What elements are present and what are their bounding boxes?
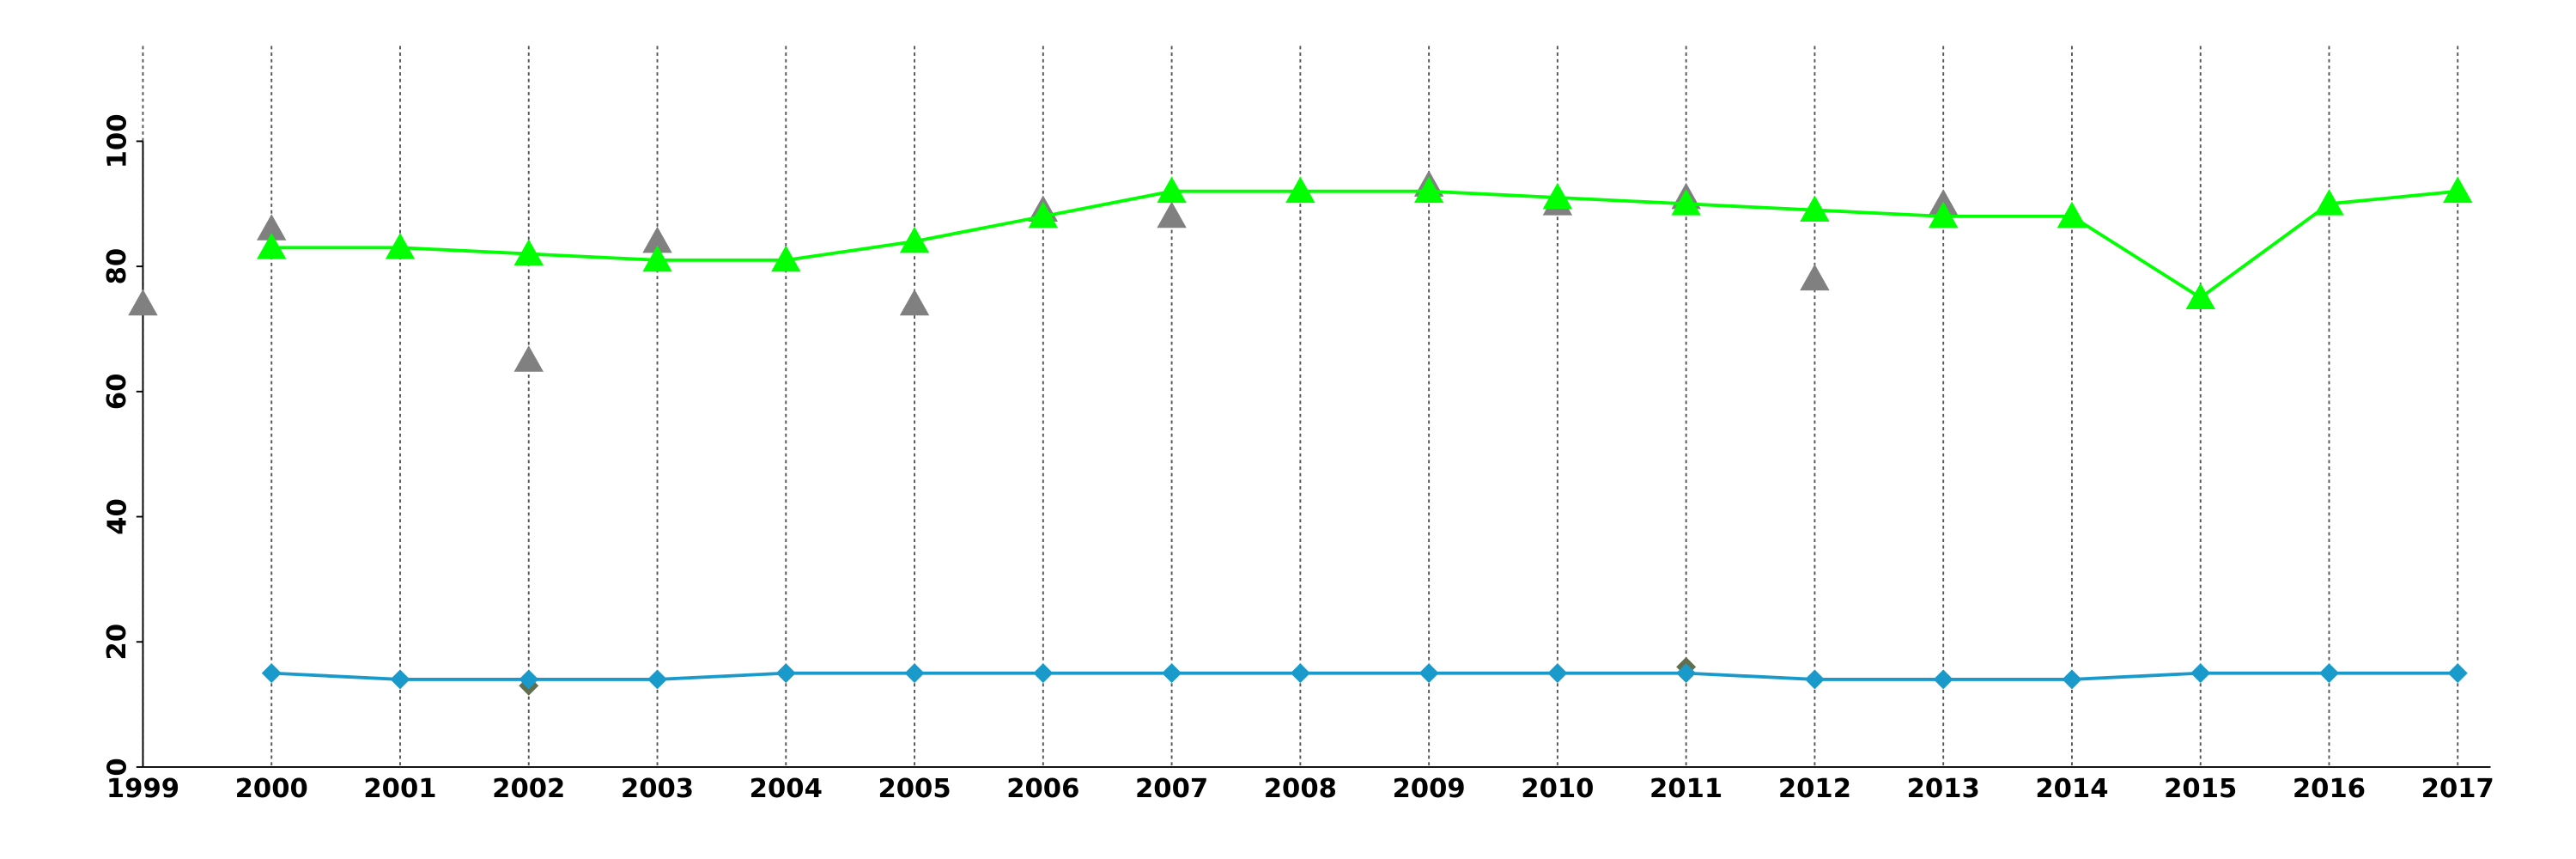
triangle-marker	[2443, 176, 2473, 204]
y-tick-label: 80	[102, 248, 132, 285]
triangle-marker	[1671, 189, 1701, 216]
x-tick-label: 2007	[1135, 774, 1208, 804]
x-tick-label: 2002	[492, 774, 565, 804]
diamond-marker	[2190, 663, 2211, 684]
x-tick-label: 2000	[235, 774, 308, 804]
triangle-marker	[771, 245, 801, 272]
triangle-marker	[128, 289, 158, 316]
x-tick-label: 2017	[2421, 774, 2494, 804]
triangle-marker	[2185, 283, 2215, 309]
diamond-marker	[775, 663, 796, 684]
triangle-marker	[642, 226, 672, 253]
triangle-marker	[257, 233, 287, 259]
triangle-marker	[1928, 201, 1959, 228]
diamond-marker	[904, 663, 925, 684]
triangle-marker	[385, 233, 416, 259]
x-tick-label: 2009	[1393, 774, 1466, 804]
x-tick-label: 2011	[1649, 774, 1722, 804]
x-tick-label: 2006	[1006, 774, 1079, 804]
diamond-marker	[1162, 663, 1182, 684]
triangle-marker	[899, 289, 930, 316]
diamond-marker	[1290, 663, 1310, 684]
triangle-marker	[642, 245, 672, 272]
diamond-marker	[1804, 669, 1825, 690]
x-tick-label: 2012	[1778, 774, 1851, 804]
y-tick-label: 40	[102, 498, 132, 535]
triangle-marker	[899, 226, 930, 253]
x-tick-label: 2015	[2164, 774, 2237, 804]
series-line	[271, 671, 2458, 681]
x-tick-label: 2004	[750, 774, 823, 804]
triangle-marker	[2057, 201, 2087, 228]
diamond-marker	[261, 663, 282, 684]
triangle-marker	[2314, 189, 2344, 216]
diamond-marker	[1033, 663, 1054, 684]
x-tick-label: 1999	[106, 774, 179, 804]
triangle-marker	[1800, 264, 1830, 291]
diamond-marker	[1547, 663, 1568, 684]
diamond-marker	[1419, 663, 1439, 684]
diamond-marker	[647, 669, 667, 690]
triangle-marker	[1285, 176, 1315, 204]
x-tick-label: 2005	[878, 774, 951, 804]
triangle-marker	[1542, 182, 1573, 210]
x-tick-label: 2008	[1264, 774, 1337, 804]
diamond-marker	[1933, 669, 1953, 690]
diamond-marker	[519, 669, 539, 690]
triangle-marker	[1413, 176, 1444, 204]
diamond-marker	[1676, 663, 1697, 684]
triangle-marker	[1028, 201, 1059, 228]
x-tick-label: 2014	[2035, 774, 2108, 804]
y-tick-label: 20	[102, 624, 132, 661]
y-tick-label: 60	[102, 374, 132, 411]
triangle-marker	[1157, 201, 1187, 228]
x-tick-label: 2001	[363, 774, 436, 804]
diamond-marker	[2447, 663, 2468, 684]
x-tick-label: 2016	[2293, 774, 2366, 804]
x-tick-label: 2003	[621, 774, 694, 804]
triangle-marker	[1800, 195, 1830, 222]
series-line	[271, 189, 2458, 300]
triangle-marker	[1157, 176, 1187, 204]
triangle-marker	[513, 239, 544, 265]
diamond-marker	[390, 669, 410, 690]
triangle-marker	[257, 214, 287, 241]
diamond-marker	[2318, 663, 2339, 684]
x-tick-label: 2013	[1907, 774, 1980, 804]
y-tick-label: 0	[102, 758, 132, 776]
x-tick-label: 2010	[1521, 774, 1594, 804]
diamond-marker	[2062, 669, 2082, 690]
y-tick-label: 100	[102, 114, 132, 169]
triangle-marker	[513, 345, 544, 372]
